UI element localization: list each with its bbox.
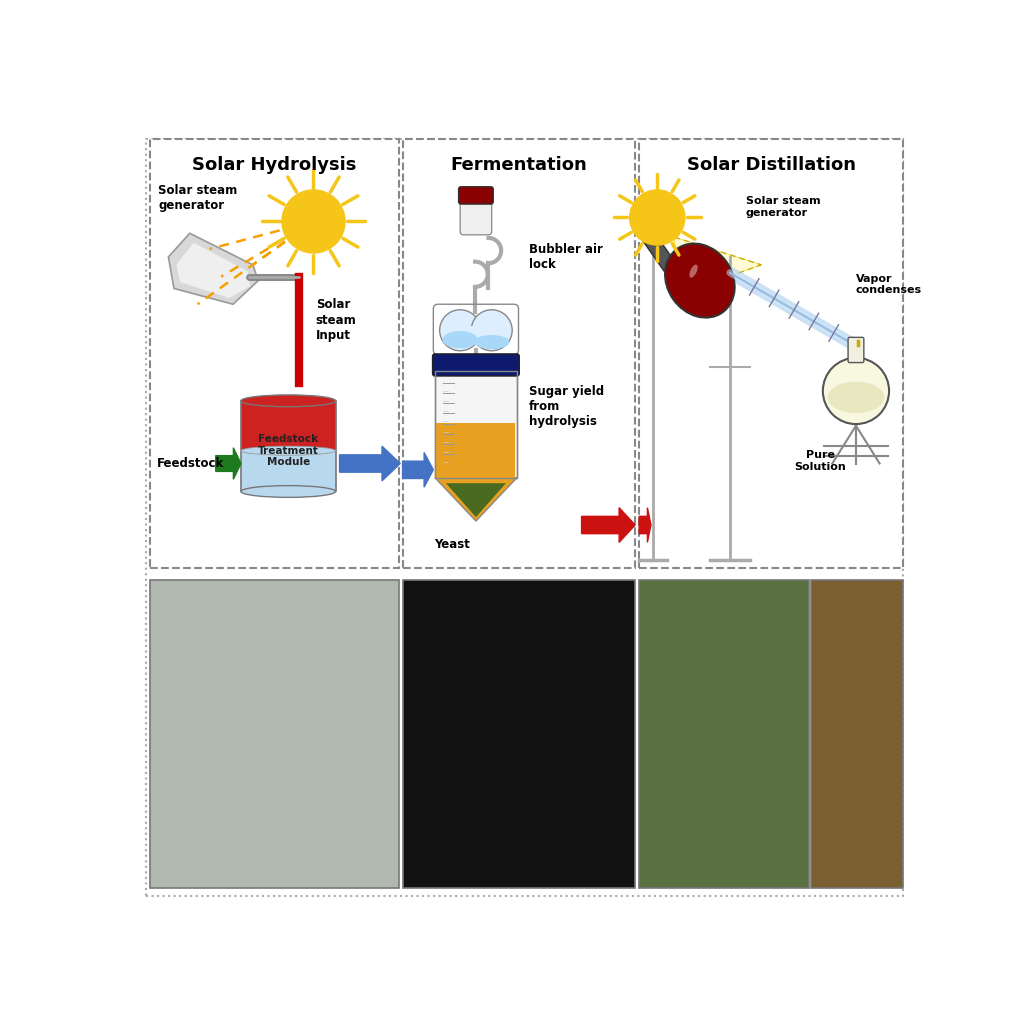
Ellipse shape <box>474 335 509 349</box>
Text: Solar steam
generator: Solar steam generator <box>158 183 238 212</box>
FancyBboxPatch shape <box>241 400 336 451</box>
Polygon shape <box>641 230 695 300</box>
Ellipse shape <box>827 382 885 413</box>
Text: Feedstock
Treatment
Module: Feedstock Treatment Module <box>258 434 318 467</box>
FancyBboxPatch shape <box>436 423 515 477</box>
FancyBboxPatch shape <box>459 186 494 204</box>
Text: Feedstock: Feedstock <box>157 457 224 470</box>
Ellipse shape <box>442 331 478 348</box>
Ellipse shape <box>665 244 734 317</box>
Polygon shape <box>446 483 506 517</box>
FancyBboxPatch shape <box>460 327 492 342</box>
Ellipse shape <box>241 395 336 407</box>
Circle shape <box>471 309 512 351</box>
Text: Vapor
condenses: Vapor condenses <box>856 273 922 295</box>
FancyArrow shape <box>216 447 241 479</box>
Circle shape <box>282 189 345 253</box>
FancyBboxPatch shape <box>811 581 903 888</box>
Circle shape <box>674 255 725 306</box>
FancyBboxPatch shape <box>460 199 492 234</box>
Circle shape <box>823 357 889 424</box>
Text: Solar Distillation: Solar Distillation <box>687 156 856 174</box>
FancyArrow shape <box>582 508 635 543</box>
FancyBboxPatch shape <box>848 337 864 362</box>
FancyBboxPatch shape <box>639 138 903 568</box>
Circle shape <box>630 189 685 245</box>
FancyBboxPatch shape <box>639 581 809 888</box>
Text: Solar Hydrolysis: Solar Hydrolysis <box>193 156 356 174</box>
Text: Yeast: Yeast <box>434 539 470 551</box>
FancyBboxPatch shape <box>435 372 517 477</box>
FancyArrow shape <box>402 453 433 487</box>
FancyBboxPatch shape <box>151 581 398 888</box>
Polygon shape <box>435 477 517 521</box>
Text: Pure
Solution: Pure Solution <box>795 451 847 472</box>
Text: Bubbler air
lock: Bubbler air lock <box>528 243 602 271</box>
Ellipse shape <box>689 264 697 278</box>
FancyBboxPatch shape <box>432 354 519 376</box>
Ellipse shape <box>241 485 336 498</box>
FancyBboxPatch shape <box>241 451 336 492</box>
FancyBboxPatch shape <box>146 138 903 896</box>
Polygon shape <box>675 238 762 296</box>
FancyBboxPatch shape <box>402 581 635 888</box>
Text: Sugar yield
from
hydrolysis: Sugar yield from hydrolysis <box>528 385 604 428</box>
Polygon shape <box>176 243 251 298</box>
Circle shape <box>439 309 480 351</box>
FancyBboxPatch shape <box>151 138 398 568</box>
Ellipse shape <box>241 446 336 456</box>
Text: Solar steam
generator: Solar steam generator <box>745 197 820 218</box>
FancyArrow shape <box>639 508 651 543</box>
FancyArrow shape <box>340 446 400 481</box>
Text: Solar
steam
Input: Solar steam Input <box>315 299 356 341</box>
Polygon shape <box>168 233 258 304</box>
FancyBboxPatch shape <box>402 138 635 568</box>
Text: Fermentation: Fermentation <box>451 156 587 174</box>
